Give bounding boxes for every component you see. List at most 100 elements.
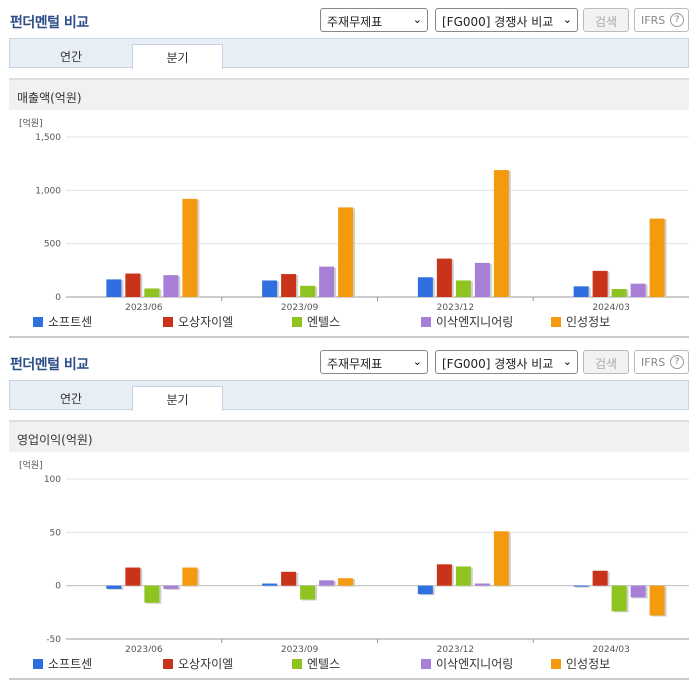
bar-이삭엔지니어링-2023-09[interactable] xyxy=(319,580,335,586)
y-tick-label: 1,500 xyxy=(35,133,61,143)
revenue-panel: 펀더멘털 비교 주재무제표 ⌄ [FG000] 경쟁사 비교 ⌄ 검색 IFRS… xyxy=(0,0,696,338)
legend-swatch xyxy=(551,659,561,669)
legend-item[interactable]: 인성정보 xyxy=(551,655,610,672)
help-icon[interactable]: ? xyxy=(670,355,684,369)
bar-이삭엔지니어링-2024-03[interactable] xyxy=(630,283,646,297)
x-tick-label: 2023/06 xyxy=(125,303,163,310)
compare-select[interactable]: [FG000] 경쟁사 비교 ⌄ xyxy=(435,8,578,32)
bar-엔텔스-2023-09[interactable] xyxy=(300,585,316,600)
chevron-down-icon: ⌄ xyxy=(562,13,572,26)
divider xyxy=(9,336,689,338)
bar-인성정보-2023-12[interactable] xyxy=(493,531,509,586)
bar-인성정보-2024-03[interactable] xyxy=(649,218,665,297)
compare-select[interactable]: [FG000] 경쟁사 비교 ⌄ xyxy=(435,350,578,374)
legend-item[interactable]: 이삭엔지니어링 xyxy=(421,655,513,672)
bar-이삭엔지니어링-2023-06[interactable] xyxy=(163,275,179,297)
chevron-down-icon: ⌄ xyxy=(412,355,422,368)
bar-인성정보-2023-06[interactable] xyxy=(182,198,198,297)
panel-title: 펀더멘털 비교 xyxy=(10,15,89,31)
bar-엔텔스-2023-06[interactable] xyxy=(144,288,160,297)
bar-소프트센-2023-09[interactable] xyxy=(262,280,278,297)
legend-item[interactable]: 오상자이엘 xyxy=(163,655,233,672)
bar-shadow xyxy=(575,586,591,588)
panel-header: 펀더멘털 비교 주재무제표 ⌄ [FG000] 경쟁사 비교 ⌄ 검색 IFRS… xyxy=(0,0,696,36)
legend-label: 오상자이엘 xyxy=(178,657,234,671)
bar-인성정보-2023-09[interactable] xyxy=(338,578,354,586)
legend-label: 소프트센 xyxy=(48,315,93,329)
bar-이삭엔지니어링-2023-06[interactable] xyxy=(163,585,179,589)
y-tick-label: 0 xyxy=(55,582,61,592)
ifrs-label: IFRS xyxy=(641,14,666,27)
bar-엔텔스-2023-06[interactable] xyxy=(144,585,160,603)
ifrs-button[interactable]: IFRS ? xyxy=(634,350,689,374)
bar-오상자이엘-2023-12[interactable] xyxy=(436,564,452,586)
bar-인성정보-2023-06[interactable] xyxy=(182,567,198,586)
ifrs-button[interactable]: IFRS ? xyxy=(634,8,689,32)
legend-swatch xyxy=(163,317,173,327)
chevron-down-icon: ⌄ xyxy=(562,355,572,368)
tab-quarterly[interactable]: 분기 xyxy=(132,44,223,69)
legend-item[interactable]: 오상자이엘 xyxy=(163,313,233,330)
bar-소프트센-2024-03[interactable] xyxy=(573,286,589,297)
bar-이삭엔지니어링-2023-12[interactable] xyxy=(474,583,490,586)
bar-엔텔스-2024-03[interactable] xyxy=(611,585,627,612)
legend-label: 이삭엔지니어링 xyxy=(436,657,514,671)
search-button[interactable]: 검색 xyxy=(583,350,629,374)
panel-title: 펀더멘털 비교 xyxy=(10,357,89,373)
bar-소프트센-2023-12[interactable] xyxy=(417,277,433,297)
report-type-select[interactable]: 주재무제표 ⌄ xyxy=(320,350,428,374)
section-title: 영업이익(억원) xyxy=(9,420,689,452)
legend-item[interactable]: 엔텔스 xyxy=(292,655,340,672)
bar-소프트센-2023-09[interactable] xyxy=(262,583,278,586)
bar-엔텔스-2023-12[interactable] xyxy=(455,280,471,297)
bar-소프트센-2024-03[interactable] xyxy=(573,585,589,587)
legend-item[interactable]: 인성정보 xyxy=(551,313,610,330)
bar-인성정보-2023-12[interactable] xyxy=(493,170,509,297)
bar-오상자이엘-2023-09[interactable] xyxy=(281,571,297,586)
legend-swatch xyxy=(163,659,173,669)
bar-소프트센-2023-06[interactable] xyxy=(106,279,122,297)
bar-소프트센-2023-06[interactable] xyxy=(106,585,122,589)
legend-item[interactable]: 엔텔스 xyxy=(292,313,340,330)
section-title: 매출액(억원) xyxy=(9,78,689,110)
legend-label: 엔텔스 xyxy=(307,315,341,329)
bar-오상자이엘-2023-06[interactable] xyxy=(125,273,141,297)
period-tabs: 연간 분기 xyxy=(9,38,689,69)
tab-annual[interactable]: 연간 xyxy=(59,50,83,64)
search-button[interactable]: 검색 xyxy=(583,8,629,32)
bar-엔텔스-2023-09[interactable] xyxy=(300,285,316,297)
bar-이삭엔지니어링-2023-12[interactable] xyxy=(474,262,490,297)
bar-오상자이엘-2023-12[interactable] xyxy=(436,258,452,297)
bar-오상자이엘-2024-03[interactable] xyxy=(592,570,608,586)
tab-quarterly[interactable]: 분기 xyxy=(132,386,223,411)
bar-인성정보-2024-03[interactable] xyxy=(649,585,665,616)
chart-legend: 소프트센 오상자이엘 엔텔스 이삭엔지니어링 인성정보 xyxy=(9,655,689,673)
bar-이삭엔지니어링-2024-03[interactable] xyxy=(630,585,646,598)
legend-label: 오상자이엘 xyxy=(178,315,234,329)
bar-소프트센-2023-12[interactable] xyxy=(417,585,433,595)
chart-legend: 소프트센 오상자이엘 엔텔스 이삭엔지니어링 인성정보 xyxy=(9,313,689,331)
legend-item[interactable]: 이삭엔지니어링 xyxy=(421,313,513,330)
legend-swatch xyxy=(421,317,431,327)
report-type-select[interactable]: 주재무제표 ⌄ xyxy=(320,8,428,32)
y-tick-label: 1,000 xyxy=(35,186,61,196)
bar-이삭엔지니어링-2023-09[interactable] xyxy=(319,266,335,297)
legend-swatch xyxy=(292,659,302,669)
bar-인성정보-2023-09[interactable] xyxy=(338,207,354,297)
bar-오상자이엘-2023-06[interactable] xyxy=(125,567,141,586)
bar-오상자이엘-2024-03[interactable] xyxy=(592,270,608,297)
bar-엔텔스-2024-03[interactable] xyxy=(611,289,627,297)
report-type-value: 주재무제표 xyxy=(327,15,383,29)
help-icon[interactable]: ? xyxy=(670,13,684,27)
legend-label: 이삭엔지니어링 xyxy=(436,315,514,329)
bar-엔텔스-2023-12[interactable] xyxy=(455,566,471,586)
legend-swatch xyxy=(292,317,302,327)
tab-annual[interactable]: 연간 xyxy=(59,392,83,406)
x-tick-label: 2023/09 xyxy=(281,645,319,652)
compare-value: [FG000] 경쟁사 비교 xyxy=(442,15,554,29)
legend-item[interactable]: 소프트센 xyxy=(33,655,92,672)
x-tick-label: 2023/09 xyxy=(281,303,319,310)
bar-오상자이엘-2023-09[interactable] xyxy=(281,274,297,297)
legend-label: 엔텔스 xyxy=(307,657,341,671)
legend-item[interactable]: 소프트센 xyxy=(33,313,92,330)
